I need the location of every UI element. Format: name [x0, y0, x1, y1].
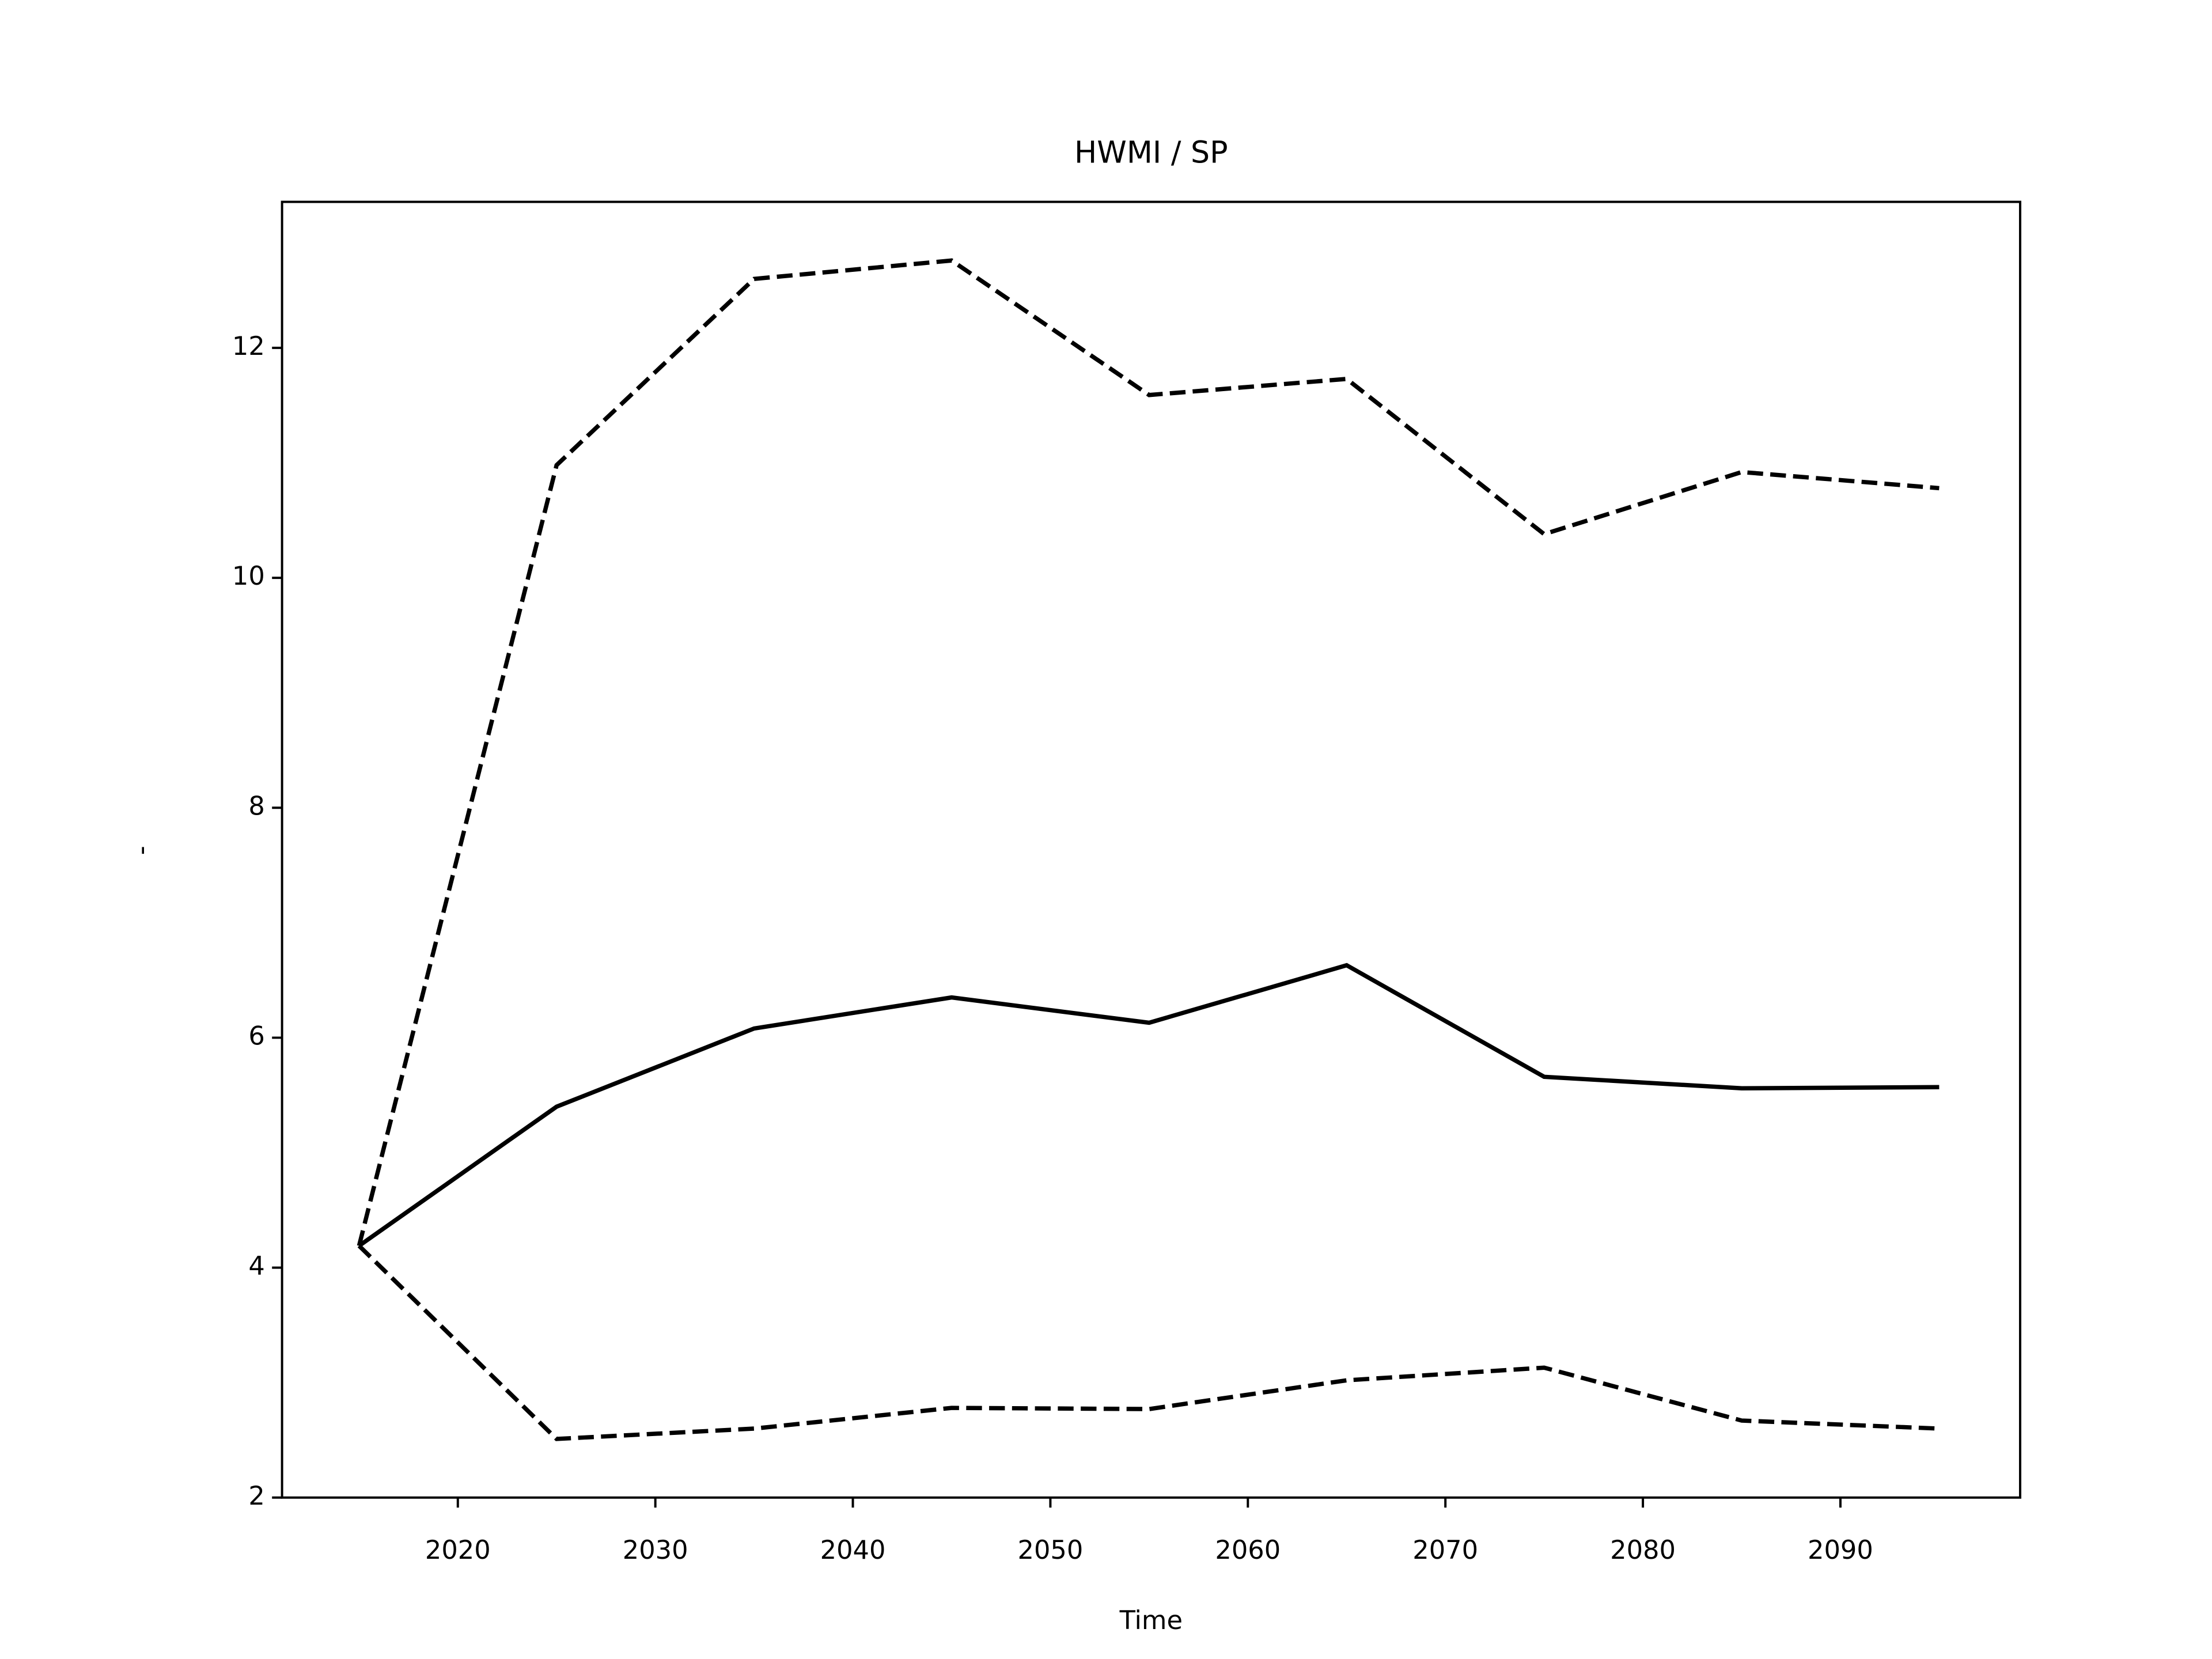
line-series: [357, 1244, 1940, 1441]
y-tick-label: 8: [248, 790, 264, 821]
plot-frame: [281, 200, 2021, 1499]
x-tick-label: 2030: [623, 1535, 688, 1565]
y-tick-label: 12: [232, 331, 265, 361]
line-series: [357, 258, 1940, 1247]
y-tick-label: 2: [248, 1480, 264, 1511]
y-tick-label: 10: [232, 560, 265, 591]
x-tick-label: 2040: [820, 1535, 886, 1565]
x-tick-label: 2070: [1412, 1535, 1478, 1565]
y-tick-label: 4: [248, 1251, 264, 1281]
x-tick-label: 2050: [1018, 1535, 1084, 1565]
line-series: [358, 963, 1940, 1248]
x-tick-label: 2060: [1215, 1535, 1281, 1565]
chart-title: HWMI / SP: [1074, 135, 1228, 170]
x-tick-label: 2090: [1808, 1535, 1873, 1565]
y-axis-label: -: [126, 846, 157, 855]
x-axis-label: Time: [1119, 1605, 1183, 1635]
x-tick-label: 2080: [1610, 1535, 1676, 1565]
y-tick-label: 6: [248, 1020, 264, 1051]
x-tick-label: 2020: [425, 1535, 491, 1565]
